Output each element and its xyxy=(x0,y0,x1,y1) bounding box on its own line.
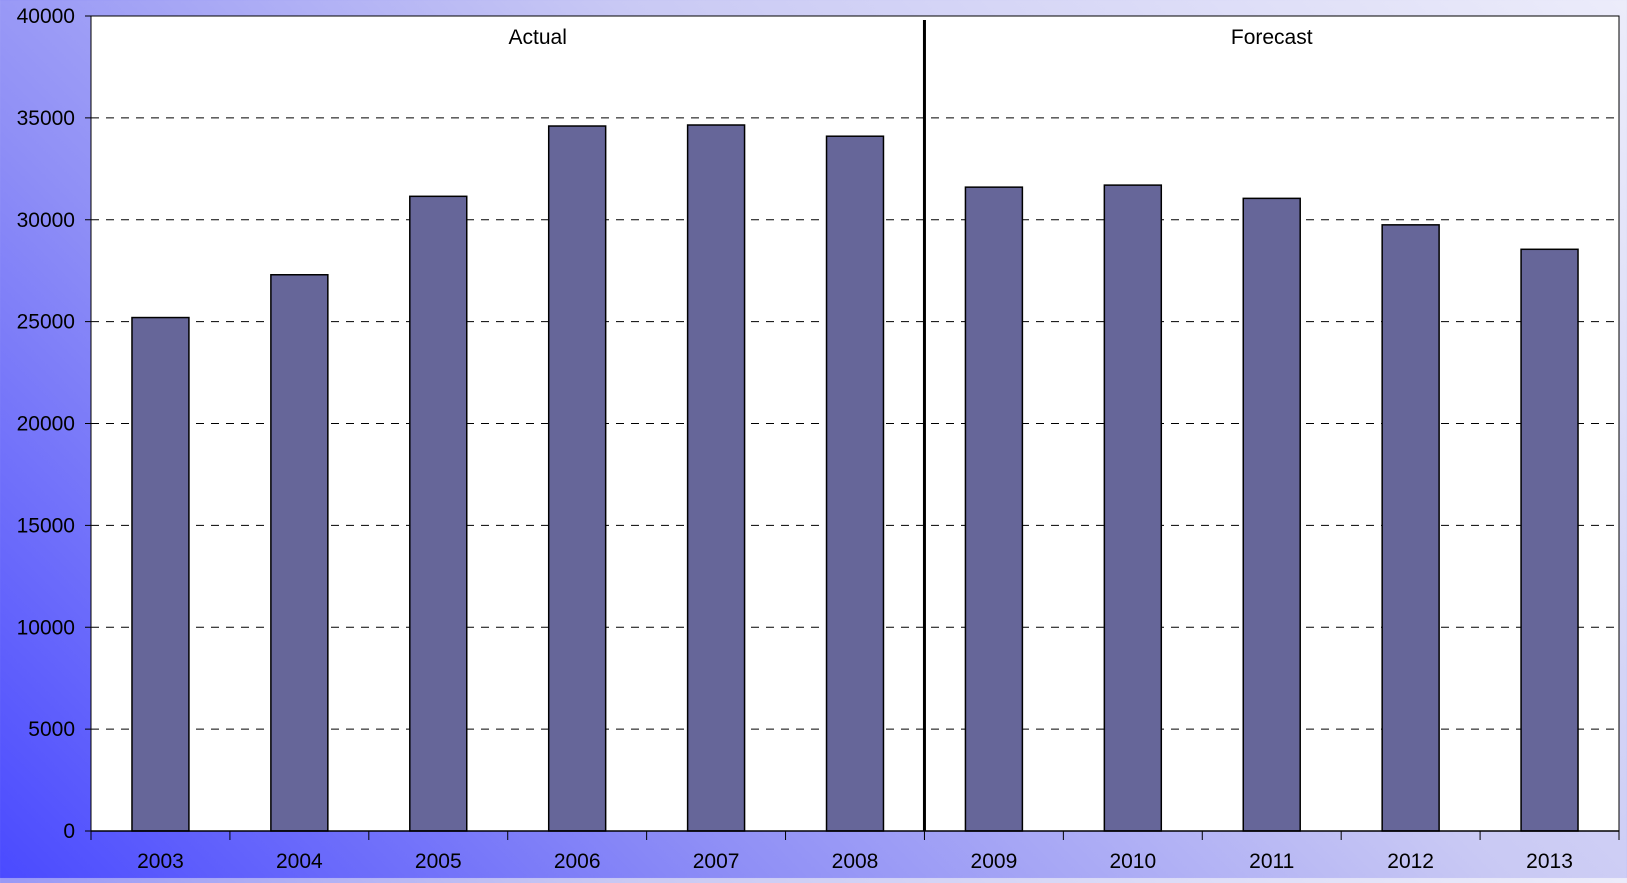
x-tick-label: 2013 xyxy=(1526,850,1573,873)
actual-label: Actual xyxy=(509,26,567,49)
x-tick-label: 2003 xyxy=(137,850,184,873)
bar-2004 xyxy=(270,274,329,832)
axes xyxy=(85,15,1620,840)
y-tick-label: 10000 xyxy=(17,616,75,639)
y-tick-label: 0 xyxy=(63,820,75,843)
x-tick-label: 2009 xyxy=(971,850,1018,873)
y-tick-label: 15000 xyxy=(17,514,75,537)
x-tick-label: 2011 xyxy=(1249,850,1294,873)
y-tick-label: 30000 xyxy=(17,209,75,232)
bar-2010 xyxy=(1103,184,1163,832)
bar-2008 xyxy=(825,135,885,832)
bar-2007 xyxy=(686,124,746,832)
y-tick-label: 40000 xyxy=(17,5,75,28)
bar-2009 xyxy=(964,186,1024,832)
bar-2011 xyxy=(1242,197,1301,832)
bar-2005 xyxy=(409,195,468,832)
bar-2003 xyxy=(131,316,190,832)
bar-2006 xyxy=(547,125,607,832)
y-tick-label: 20000 xyxy=(17,413,75,436)
x-tick-label: 2007 xyxy=(693,850,740,873)
x-tick-labels: 2003 2004 2005 2006 2007 2008 2009 2010 2011 2012… xyxy=(137,850,1573,873)
bar-2012 xyxy=(1381,224,1440,832)
bar-2013 xyxy=(1520,248,1579,832)
x-tick-label: 2008 xyxy=(832,850,879,873)
x-tick-label: 2012 xyxy=(1387,850,1434,873)
bars xyxy=(131,124,1579,832)
forecast-label: Forecast xyxy=(1231,26,1313,49)
x-tick-label: 2005 xyxy=(415,850,462,873)
x-tick-label: 2006 xyxy=(554,850,601,873)
y-tick-label: 35000 xyxy=(17,107,75,130)
y-tick-label: 5000 xyxy=(28,718,75,741)
x-tick-label: 2004 xyxy=(276,850,323,873)
y-tick-label: 25000 xyxy=(17,311,75,334)
y-tick-labels: 0 5000 10000 15000 20000 25000 30000 35000 40000 xyxy=(17,5,75,843)
x-tick-label: 2010 xyxy=(1109,850,1156,873)
